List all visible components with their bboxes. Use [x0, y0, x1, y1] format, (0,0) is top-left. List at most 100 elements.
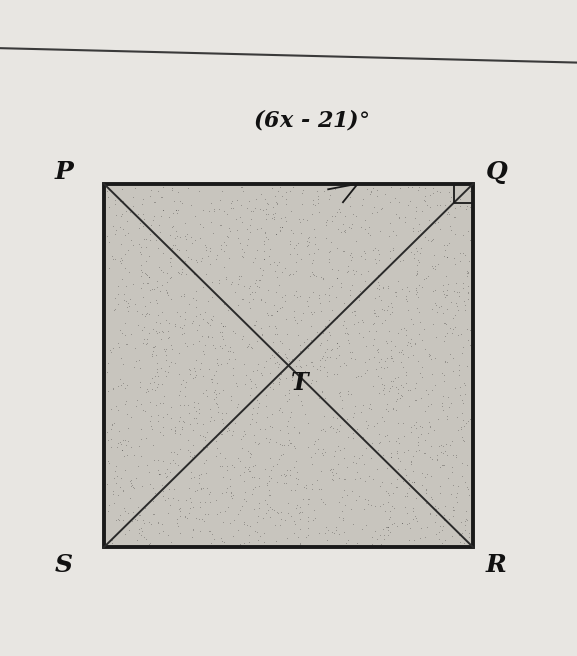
- Point: [343, 535, 353, 545]
- Point: [318, 387, 327, 398]
- Point: [342, 538, 351, 548]
- Point: [209, 340, 218, 351]
- Point: [107, 535, 117, 545]
- Point: [356, 222, 365, 232]
- Point: [398, 518, 407, 528]
- Point: [135, 506, 144, 516]
- Point: [391, 209, 400, 219]
- Point: [324, 247, 334, 257]
- Point: [132, 514, 141, 525]
- Point: [437, 460, 446, 470]
- Point: [455, 530, 464, 541]
- Point: [152, 282, 162, 293]
- Point: [136, 265, 145, 276]
- Point: [310, 439, 319, 449]
- Point: [219, 296, 228, 306]
- Point: [194, 470, 204, 481]
- Point: [289, 312, 298, 322]
- Point: [196, 233, 205, 243]
- Point: [181, 307, 190, 318]
- Point: [141, 268, 150, 279]
- Point: [383, 398, 392, 409]
- Point: [149, 490, 159, 501]
- Point: [399, 382, 408, 392]
- Point: [286, 412, 295, 422]
- Point: [175, 390, 184, 400]
- Point: [303, 441, 312, 452]
- Point: [260, 227, 269, 237]
- Point: [103, 479, 112, 489]
- Point: [433, 307, 442, 318]
- Point: [329, 411, 338, 422]
- Point: [430, 501, 440, 512]
- Point: [149, 496, 158, 506]
- Point: [329, 369, 339, 379]
- Point: [117, 209, 126, 219]
- Point: [163, 326, 173, 337]
- Point: [216, 448, 225, 459]
- Point: [369, 318, 378, 329]
- Text: S: S: [54, 552, 73, 577]
- Point: [385, 218, 394, 228]
- Point: [163, 268, 172, 278]
- Point: [366, 230, 375, 240]
- Point: [457, 422, 466, 432]
- Point: [163, 367, 172, 378]
- Point: [278, 222, 287, 232]
- Point: [283, 396, 292, 406]
- Point: [325, 190, 335, 201]
- Point: [140, 214, 149, 224]
- Point: [387, 345, 396, 356]
- Point: [212, 250, 222, 260]
- Point: [294, 214, 304, 224]
- Point: [290, 306, 299, 316]
- Point: [382, 430, 391, 441]
- Point: [224, 253, 234, 263]
- Point: [201, 432, 210, 443]
- Point: [310, 512, 319, 523]
- Point: [436, 300, 445, 311]
- Point: [124, 508, 133, 519]
- Point: [395, 182, 404, 193]
- Point: [458, 230, 467, 240]
- Point: [454, 424, 463, 435]
- Point: [173, 449, 182, 459]
- Point: [269, 256, 279, 267]
- Point: [308, 459, 317, 469]
- Point: [216, 240, 226, 251]
- Point: [170, 358, 179, 368]
- Point: [143, 338, 152, 348]
- Point: [309, 306, 319, 317]
- Point: [175, 528, 185, 539]
- Point: [133, 395, 142, 405]
- Point: [398, 255, 407, 265]
- Point: [261, 232, 271, 242]
- Point: [163, 333, 173, 344]
- Point: [398, 418, 407, 428]
- Point: [347, 306, 357, 317]
- Point: [385, 326, 394, 337]
- Point: [204, 526, 213, 537]
- Point: [289, 243, 298, 253]
- Point: [463, 459, 472, 470]
- Point: [134, 528, 144, 539]
- Point: [458, 247, 467, 258]
- Point: [343, 462, 352, 472]
- Point: [327, 305, 336, 316]
- Point: [343, 266, 352, 277]
- Point: [295, 508, 304, 518]
- Point: [447, 489, 456, 499]
- Point: [129, 362, 138, 373]
- Point: [245, 196, 254, 207]
- Point: [250, 320, 260, 331]
- Point: [464, 268, 473, 278]
- Point: [122, 450, 132, 461]
- Point: [432, 199, 441, 210]
- Point: [107, 347, 116, 358]
- Point: [260, 537, 269, 547]
- Point: [143, 334, 152, 344]
- Point: [287, 510, 296, 521]
- Point: [156, 318, 165, 328]
- Point: [463, 294, 473, 304]
- Point: [190, 401, 199, 412]
